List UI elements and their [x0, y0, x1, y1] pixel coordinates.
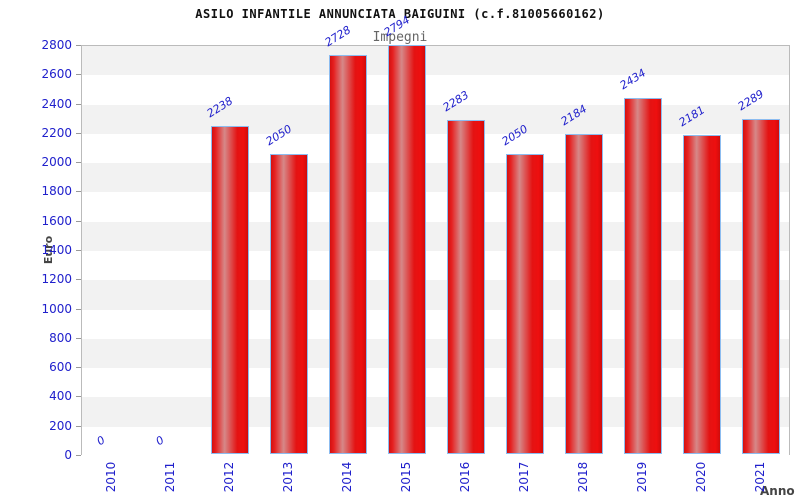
y-tick-mark — [76, 455, 81, 456]
y-tick-mark — [76, 425, 81, 427]
x-tick-label: 2016 — [458, 461, 473, 493]
x-tick-label: 2012 — [221, 461, 236, 493]
y-tick-label: 1600 — [41, 213, 72, 228]
plot-band — [82, 192, 789, 222]
x-tick-label: 2020 — [694, 461, 709, 493]
y-tick-mark — [76, 132, 81, 134]
bar — [447, 119, 486, 454]
plot-band — [82, 338, 789, 369]
y-tick-label: 0 — [64, 448, 72, 462]
y-tick-label: 2400 — [41, 96, 72, 111]
x-tick-label: 2021 — [753, 461, 768, 493]
bar — [328, 54, 367, 454]
x-axis-title: Anno — [760, 484, 795, 498]
plot-band — [82, 221, 789, 251]
y-tick-mark — [76, 220, 81, 222]
x-tick-label: 2010 — [103, 461, 118, 493]
bar — [565, 134, 604, 454]
y-tick-label: 1400 — [41, 243, 72, 257]
chart-title: ASILO INFANTILE ANNUNCIATA BAIGUINI (c.f… — [195, 7, 605, 21]
y-tick-label: 2800 — [41, 38, 72, 52]
y-tick-label: 2000 — [41, 155, 72, 170]
plot-band — [82, 368, 789, 398]
plot-area — [81, 44, 790, 456]
y-tick-mark — [76, 191, 81, 193]
plot-band — [82, 104, 789, 134]
plot-band — [82, 426, 789, 456]
bar — [210, 126, 249, 454]
bar — [683, 134, 722, 454]
chart-subtitle: Impegni — [372, 30, 428, 45]
plot-band — [82, 280, 789, 310]
x-tick-label: 2014 — [339, 461, 354, 493]
y-tick-mark — [76, 396, 81, 398]
bar — [742, 118, 781, 454]
plot-band — [82, 397, 789, 427]
y-tick-mark — [76, 103, 81, 105]
y-tick-label: 800 — [49, 330, 72, 345]
y-tick-label: 2600 — [41, 67, 72, 82]
bar — [624, 97, 663, 454]
plot-band — [82, 163, 789, 193]
y-tick-mark — [76, 367, 81, 369]
x-tick-label: 2017 — [517, 461, 532, 493]
x-tick-label: 2011 — [162, 461, 177, 493]
y-tick-label: 400 — [49, 389, 72, 404]
y-tick-label: 1800 — [41, 184, 72, 199]
y-tick-label: 1000 — [41, 301, 72, 316]
bar — [269, 153, 308, 454]
y-tick-label: 600 — [49, 360, 72, 375]
y-tick-mark — [76, 337, 81, 339]
plot-band — [82, 251, 789, 281]
y-tick-label: 1200 — [41, 272, 72, 287]
y-tick-label: 2200 — [41, 125, 72, 140]
y-tick-mark — [76, 308, 81, 310]
y-tick-mark — [76, 45, 81, 46]
y-tick-mark — [76, 162, 81, 164]
plot-band — [82, 309, 789, 339]
x-tick-label: 2015 — [398, 461, 413, 493]
y-tick-mark — [76, 250, 81, 251]
y-tick-mark — [76, 279, 81, 281]
bar — [387, 44, 426, 454]
y-tick-label: 200 — [49, 418, 72, 433]
plot-band — [82, 46, 789, 76]
x-tick-label: 2013 — [280, 461, 295, 493]
bar — [506, 153, 545, 454]
x-tick-label: 2019 — [635, 461, 650, 493]
plot-band — [82, 75, 789, 105]
y-tick-mark — [76, 74, 81, 76]
plot-band — [82, 133, 789, 164]
x-tick-label: 2018 — [576, 461, 591, 493]
